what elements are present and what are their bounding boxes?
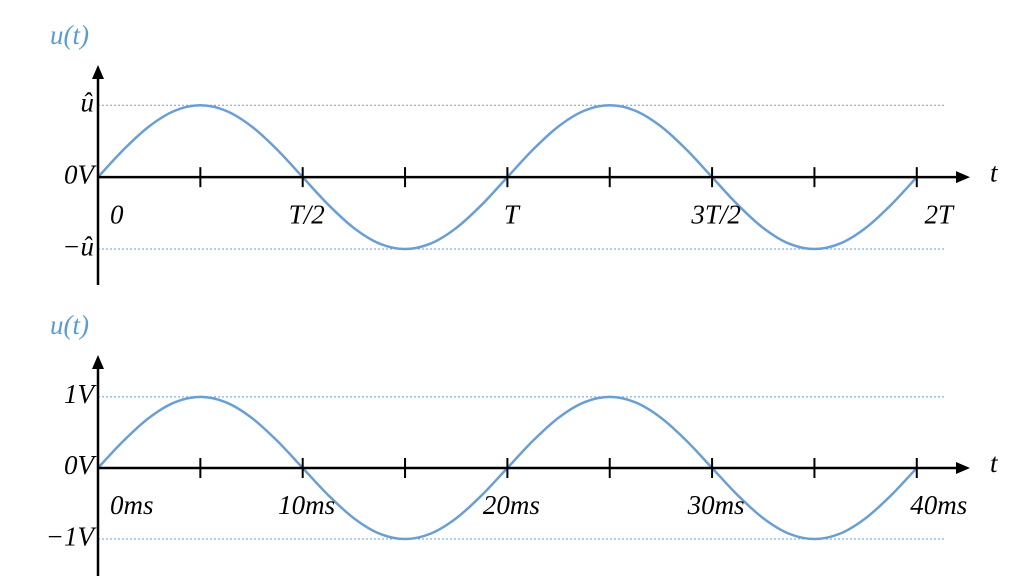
x-axis-arrow xyxy=(956,461,970,474)
x-tick-label: 0 xyxy=(110,199,124,229)
x-tick-label: 20ms xyxy=(483,490,540,520)
x-tick-label: T xyxy=(504,199,521,229)
y-axis-arrow xyxy=(92,355,104,369)
y-tick-label: 0V xyxy=(64,159,98,189)
x-tick-label: 3T/2 xyxy=(690,199,741,229)
y-tick-label: −1V xyxy=(46,521,98,551)
y-tick-label: û xyxy=(81,87,95,117)
x-axis-label: t xyxy=(990,157,999,187)
x-tick-label: 40ms xyxy=(910,490,967,520)
x-axis-arrow xyxy=(956,171,970,184)
x-tick-label: 10ms xyxy=(278,490,335,520)
y-axis-label: u(t) xyxy=(50,310,89,340)
x-tick-label: 2T xyxy=(925,199,956,229)
x-tick-label: T/2 xyxy=(289,199,325,229)
y-tick-label: 1V xyxy=(64,379,98,409)
x-tick-label: 30ms xyxy=(687,490,745,520)
y-tick-label: 0V xyxy=(64,450,98,480)
y-tick-label: −û xyxy=(62,231,94,261)
x-tick-label: 0ms xyxy=(110,490,154,520)
y-axis-label: u(t) xyxy=(50,20,89,50)
y-axis-arrow xyxy=(92,65,104,79)
x-axis-label: t xyxy=(990,448,999,478)
